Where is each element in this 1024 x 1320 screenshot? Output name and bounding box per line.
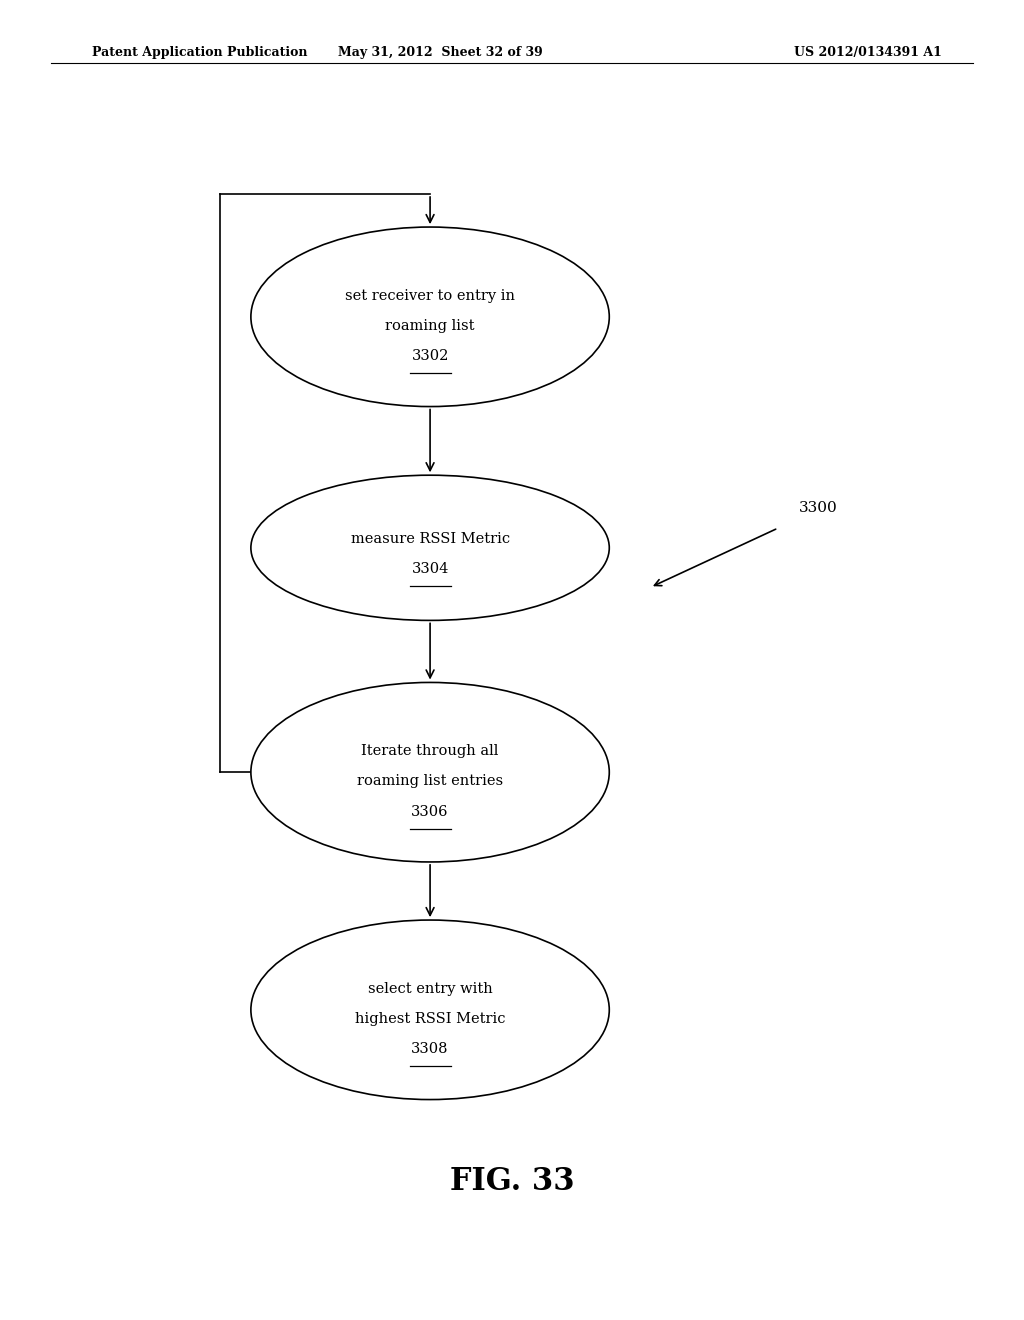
Text: 3304: 3304 [412,562,449,576]
Text: FIG. 33: FIG. 33 [450,1166,574,1197]
Text: highest RSSI Metric: highest RSSI Metric [355,1012,505,1026]
Ellipse shape [251,475,609,620]
Text: Iterate through all: Iterate through all [361,744,499,758]
Ellipse shape [251,682,609,862]
Text: 3306: 3306 [412,805,449,818]
Text: 3308: 3308 [412,1043,449,1056]
Ellipse shape [251,920,609,1100]
Text: roaming list entries: roaming list entries [357,775,503,788]
Text: roaming list: roaming list [385,319,475,333]
Text: US 2012/0134391 A1: US 2012/0134391 A1 [795,46,942,59]
Text: Patent Application Publication: Patent Application Publication [92,46,307,59]
Ellipse shape [251,227,609,407]
Text: select entry with: select entry with [368,982,493,995]
Text: 3302: 3302 [412,350,449,363]
Text: set receiver to entry in: set receiver to entry in [345,289,515,302]
Text: May 31, 2012  Sheet 32 of 39: May 31, 2012 Sheet 32 of 39 [338,46,543,59]
Text: measure RSSI Metric: measure RSSI Metric [350,532,510,545]
Text: 3300: 3300 [799,502,838,515]
